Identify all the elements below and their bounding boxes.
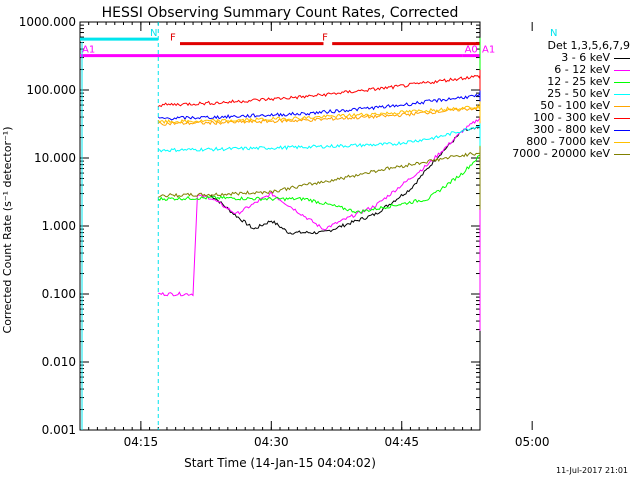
series-line-0	[210, 124, 481, 242]
x-axis-label: Start Time (14-Jan-15 04:04:02)	[184, 456, 376, 470]
series-line-6	[158, 90, 481, 121]
legend-swatch	[614, 141, 630, 143]
legend-entry: 800 - 7000 keV	[484, 136, 634, 148]
generated-timestamp: 11-Jul-2017 21:01	[556, 466, 629, 475]
legend-entry: 25 - 50 keV	[484, 88, 634, 100]
series-lines	[157, 37, 481, 331]
legend-swatch	[614, 57, 630, 59]
legend-label: 6 - 12 keV	[554, 63, 610, 76]
legend-label: 50 - 100 keV	[540, 99, 610, 112]
legend-swatch	[614, 69, 630, 71]
legend-swatch	[614, 129, 630, 131]
night-interval-label: N	[150, 28, 157, 39]
y-axis-ticks: 0.001 0.010 0.100 1.000 10.000 100.000 1000.00…	[19, 15, 480, 437]
legend-label: 3 - 6 keV	[561, 51, 610, 64]
y-tick-label: 0.100	[42, 287, 76, 301]
legend-swatch	[614, 153, 630, 155]
y-axis-label: Corrected Count Rate (s⁻¹ detector⁻¹)	[1, 127, 14, 334]
legend-entries: 3 - 6 keV 6 - 12 keV 12 - 25 keV 25 - 50 ke…	[484, 52, 634, 160]
legend-entry: 3 - 6 keV	[484, 52, 634, 64]
y-tick-label: 1.000	[42, 219, 76, 233]
legend-label: 300 - 800 keV	[533, 123, 610, 136]
x-tick-label: 04:45	[384, 435, 419, 449]
chart-title: HESSI Observing Summary Count Rates, Cor…	[102, 5, 459, 21]
attenuator-interval-label: A0	[465, 45, 478, 56]
y-tick-label: 100.000	[26, 83, 76, 97]
legend-label: 100 - 300 keV	[533, 111, 610, 124]
attenuator-interval-bars: A1 A0 A1	[80, 45, 495, 58]
legend-label: 7000 - 20000 keV	[512, 147, 610, 160]
legend-swatch	[614, 93, 630, 95]
legend-entry: 12 - 25 keV	[484, 76, 634, 88]
y-tick-label: 10.000	[34, 151, 76, 165]
y-tick-label: 0.010	[42, 355, 76, 369]
night-markers	[81, 22, 159, 430]
series-line-8	[158, 146, 481, 210]
series-line-7	[157, 101, 481, 124]
legend-label: 800 - 7000 keV	[526, 135, 610, 148]
legend-swatch	[614, 117, 630, 119]
legend-entry: 50 - 100 keV	[484, 100, 634, 112]
legend-entry: 100 - 300 keV	[484, 112, 634, 124]
series-line-4	[157, 102, 481, 126]
plot-area: 0.001 0.010 0.100 1.000 10.000 100.000 1000.00…	[19, 15, 558, 449]
x-tick-label: 05:00	[515, 435, 550, 449]
legend-label: 25 - 50 keV	[547, 87, 610, 100]
legend-header: Det 1,3,5,6,7,9	[547, 39, 630, 52]
legend-swatch	[614, 81, 630, 83]
flare-interval-label: F	[170, 33, 176, 44]
legend: Det 1,3,5,6,7,9 3 - 6 keV 6 - 12 keV 12 - …	[484, 40, 634, 160]
legend-label: 12 - 25 keV	[547, 75, 610, 88]
flare-interval-label: F	[322, 33, 328, 44]
y-tick-label: 0.001	[42, 423, 76, 437]
attenuator-interval-label: A1	[82, 45, 95, 56]
x-tick-label: 04:30	[254, 435, 289, 449]
series-line-2	[157, 37, 481, 214]
attenuator-interval-label: A1	[482, 45, 495, 56]
legend-entry: 300 - 800 keV	[484, 124, 634, 136]
x-tick-label: 04:15	[124, 435, 159, 449]
night-interval-label: N	[550, 28, 557, 39]
legend-entry: 6 - 12 keV	[484, 64, 634, 76]
y-tick-label: 1000.000	[19, 15, 76, 29]
legend-swatch	[614, 105, 630, 107]
legend-entry: 7000 - 20000 keV	[484, 148, 634, 160]
